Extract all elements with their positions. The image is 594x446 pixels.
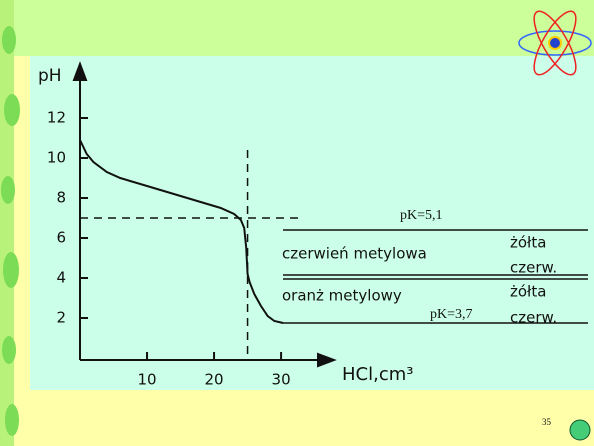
page: {"chart_data": {"type": "line", "y_label… <box>0 0 594 446</box>
x-tick-label: 20 <box>205 371 224 389</box>
y-tick-label: 2 <box>56 309 66 327</box>
y-tick-label: 12 <box>47 109 66 127</box>
annotation: żółta <box>510 283 546 301</box>
chart-area <box>30 56 594 390</box>
left-strip <box>0 0 14 446</box>
x-tick-label: 30 <box>272 371 291 389</box>
annotation: czerw. <box>510 259 557 277</box>
y-axis-label: pH <box>38 66 62 86</box>
annotation: żółta <box>510 234 546 252</box>
annotation: pK=3,7 <box>430 307 473 322</box>
slide: 35 pH HCl,cm³ 10 20 30 2 4 6 8 10 12 pK=5,1 czerwi… <box>0 0 594 446</box>
nav-button[interactable] <box>570 420 590 440</box>
annotation: oranż metylowy <box>282 287 402 305</box>
annotation: czerw. <box>510 309 557 327</box>
y-tick-label: 10 <box>47 149 66 167</box>
annotation: czerwień metylowa <box>282 245 427 263</box>
top-band <box>0 0 594 56</box>
y-tick-label: 6 <box>56 229 66 247</box>
y-tick-label: 4 <box>56 269 66 287</box>
page-number: 35 <box>542 417 552 427</box>
x-tick-label: 10 <box>137 371 156 389</box>
x-axis-label: HCl,cm³ <box>342 364 413 385</box>
y-tick-label: 8 <box>56 189 66 207</box>
annotation: pK=5,1 <box>400 208 443 223</box>
